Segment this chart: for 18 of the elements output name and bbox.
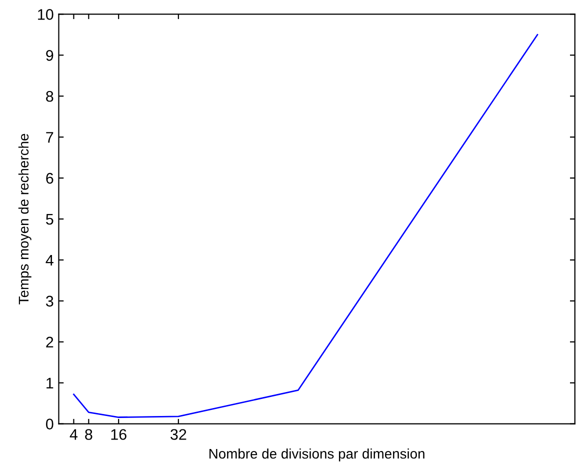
x-tick-label: 8 (85, 429, 92, 440)
line-series (73, 34, 538, 418)
y-tick-label: 4 (46, 254, 54, 266)
x-tick-label: 4 (70, 429, 78, 440)
y-tick-label: 0 (46, 418, 54, 430)
y-tick-label: 9 (46, 50, 54, 61)
y-tick-label: 1 (46, 378, 54, 388)
y-tick-label: 8 (46, 90, 54, 102)
y-tick-label: 3 (46, 296, 54, 307)
y-tick-label: 2 (46, 336, 54, 348)
x-tick-label: 32 (170, 429, 186, 440)
y-axis-title: Temps moyen de recherche (18, 134, 32, 304)
x-axis-title: Nombre de divisions par dimension (209, 448, 424, 462)
y-tick-label: 10 (38, 9, 54, 20)
y-tick-label: 7 (46, 132, 54, 143)
x-tick-label: 16 (111, 429, 126, 440)
y-tick-label: 5 (46, 214, 54, 225)
y-tick-label: 6 (46, 172, 54, 184)
